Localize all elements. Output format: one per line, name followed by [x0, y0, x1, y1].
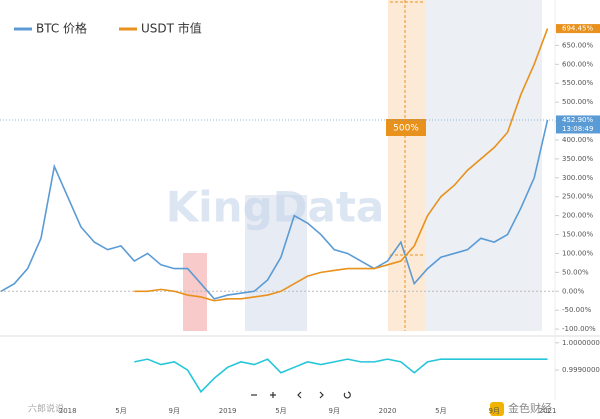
x-tick-label: 5月	[275, 407, 286, 415]
y-tick-label: 350.00%	[562, 155, 593, 163]
footer-logo: 金色财经	[508, 401, 552, 415]
series-line	[134, 28, 549, 302]
y-tick-label: 650.00%	[562, 41, 593, 49]
y-tick-label: 300.00%	[562, 174, 593, 182]
toolbar	[251, 391, 351, 399]
y-tick-label: 200.00%	[562, 212, 593, 220]
x-tick-label: 9月	[329, 407, 340, 415]
y-tick-label: 100.00%	[562, 249, 593, 257]
annotation: 500%	[393, 124, 419, 134]
x-tick-label: 2018	[59, 407, 77, 415]
legend-label: BTC 价格	[36, 21, 87, 36]
highlight-band	[183, 253, 207, 331]
scroll-left-button[interactable]	[297, 391, 302, 399]
price-label: 452.90%	[562, 116, 593, 124]
y-tick-label: -50.00%	[562, 306, 592, 314]
zoom-in-button[interactable]	[270, 392, 276, 398]
scroll-right-button[interactable]	[319, 391, 324, 399]
series-line	[134, 358, 548, 394]
footer-left: 六郎说说	[28, 403, 64, 415]
x-tick-label: 2019	[219, 407, 237, 415]
y-tick-label: 550.00%	[562, 79, 593, 87]
price-time: 13:08:49	[562, 125, 593, 133]
x-tick-label: 5月	[115, 407, 126, 415]
x-tick-label: 9月	[169, 407, 180, 415]
price-label-box	[556, 24, 600, 34]
highlight-band	[388, 0, 425, 331]
y-tick-label: 50.00%	[562, 268, 589, 276]
x-tick-label: 2020	[379, 407, 397, 415]
x-tick-label: 2021	[539, 407, 557, 415]
price-label-box	[556, 115, 600, 134]
y-tick-label: 500.00%	[562, 98, 593, 106]
logo-icon	[490, 402, 504, 416]
y-tick-label: 400.00%	[562, 136, 593, 144]
y-tick-label: 0.00%	[562, 287, 585, 295]
reset-button[interactable]	[343, 391, 351, 399]
highlight-band	[425, 0, 542, 331]
annotation-box	[386, 119, 426, 136]
x-tick-label: 5月	[435, 407, 446, 415]
x-tick-label: 9月	[488, 407, 499, 415]
legend-label: USDT 市值	[141, 21, 202, 36]
series-line	[0, 119, 549, 300]
price-label: 694.45%	[562, 25, 593, 33]
y-tick-label: 250.00%	[562, 193, 593, 201]
y-tick-label: 600.00%	[562, 60, 593, 68]
watermark: KingData	[166, 183, 385, 232]
y-tick-label: 0.99900000	[562, 366, 600, 374]
y-tick-label: 150.00%	[562, 231, 593, 239]
y-tick-label: -100.00%	[562, 325, 596, 333]
